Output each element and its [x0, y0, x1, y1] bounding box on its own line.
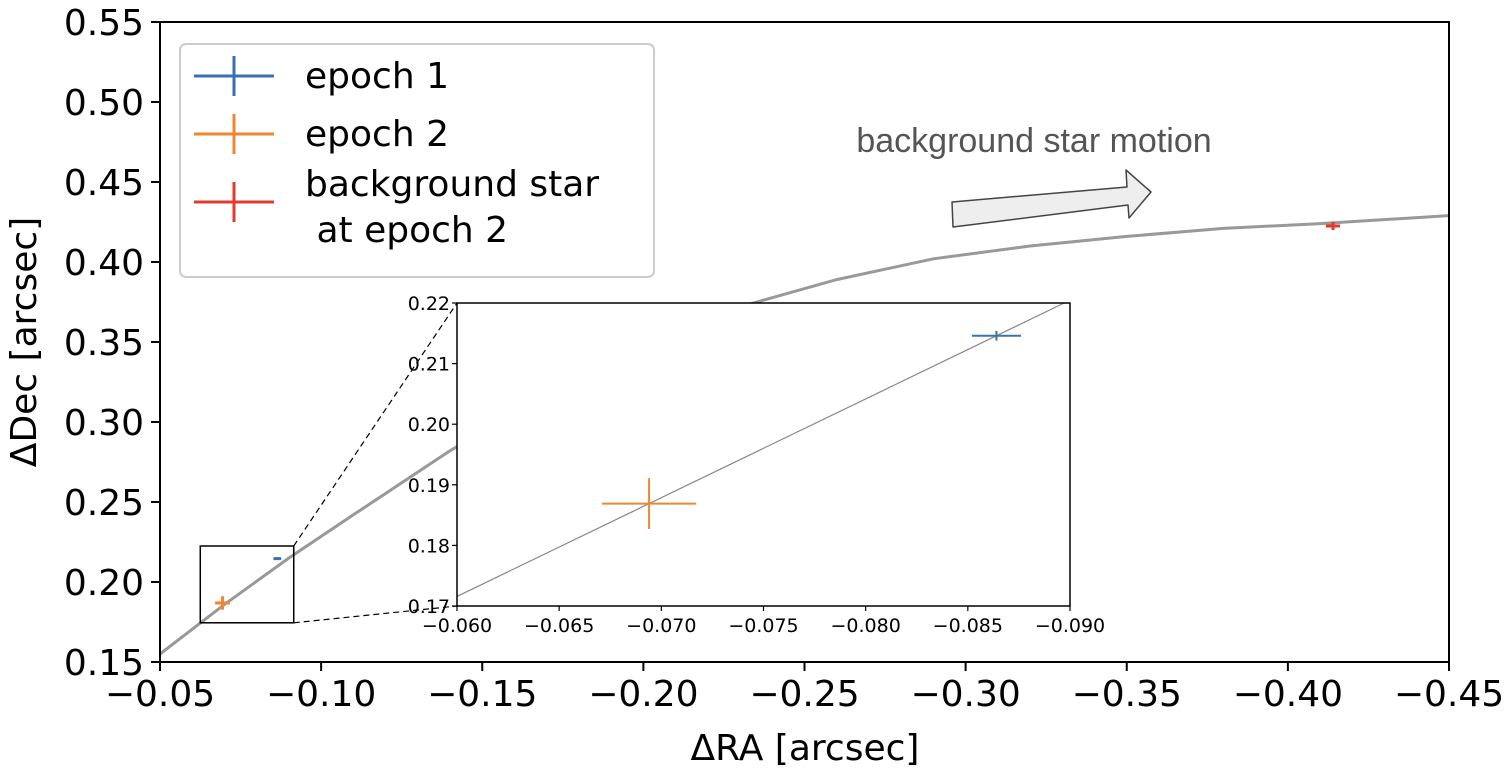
- inset-x-tick-label: −0.090: [1035, 615, 1105, 637]
- y-axis-ticks: 0.15 0.20 0.25 0.30 0.35 0.40 0.45 0.50 0.55: [64, 3, 160, 684]
- legend-item: epoch 2: [194, 114, 449, 155]
- inset-track-layer: [456, 302, 1065, 597]
- x-axis-ticks: −0.05 −0.10 −0.15 −0.20 −0.25 −0.30 −0.35 −0.40…: [105, 662, 1504, 715]
- y-tick-label: 0.25: [64, 483, 144, 524]
- data-point: [1325, 222, 1341, 230]
- x-tick-label: −0.20: [588, 674, 698, 715]
- inset-y-tick-label: 0.21: [408, 354, 450, 376]
- inset-data-point: [602, 478, 697, 530]
- annotation-text: background star motion: [856, 122, 1211, 160]
- legend-box: [179, 43, 655, 278]
- y-tick-label: 0.15: [64, 643, 144, 684]
- y-tick-label: 0.55: [64, 3, 144, 44]
- legend-item: background star at epoch 2: [194, 164, 599, 251]
- inset-x-tick-label: −0.075: [728, 615, 798, 637]
- x-tick-label: −0.45: [1394, 674, 1504, 715]
- inset-x-tick-label: −0.085: [933, 615, 1003, 637]
- motion-arrow: [951, 169, 1152, 228]
- x-tick-label: −0.10: [266, 674, 376, 715]
- y-axis-label: ΔDec [arcsec]: [4, 217, 45, 467]
- inset-points-layer: [602, 330, 1021, 530]
- inset-y-tick-label: 0.17: [408, 596, 450, 618]
- legend: epoch 1 epoch 2 background star at epoch 2: [179, 43, 655, 278]
- x-axis-label: ΔRA [arcsec]: [691, 728, 920, 769]
- inset-x-tick-label: −0.070: [626, 615, 696, 637]
- inset-x-tick-label: −0.080: [831, 615, 901, 637]
- inset-y-tick-label: 0.22: [408, 293, 450, 315]
- inset-data-point: [971, 330, 1021, 341]
- inset-y-tick-label: 0.18: [408, 535, 450, 557]
- x-tick-label: −0.40: [1233, 674, 1343, 715]
- zoom-connector-line: [293, 302, 458, 547]
- zoom-region-box: [199, 545, 295, 624]
- x-tick-label: −0.30: [910, 674, 1020, 715]
- y-tick-label: 0.40: [64, 243, 144, 284]
- y-tick-label: 0.30: [64, 403, 144, 444]
- y-tick-label: 0.45: [64, 163, 144, 204]
- x-tick-label: −0.35: [1072, 674, 1182, 715]
- legend-item: epoch 1: [194, 56, 449, 97]
- legend-label: epoch 1: [305, 56, 449, 97]
- inset-background: [457, 303, 1070, 606]
- inset-plot: −0.060 −0.065 −0.070 −0.075 −0.080 −0.085 −0.0…: [408, 293, 1105, 637]
- inset-x-axis-ticks: −0.060 −0.065 −0.070 −0.075 −0.080 −0.085 −0.0…: [422, 606, 1105, 637]
- main-points-layer: [215, 222, 1341, 610]
- y-tick-label: 0.35: [64, 323, 144, 364]
- x-tick-label: −0.15: [427, 674, 537, 715]
- legend-label: background star at epoch 2: [305, 164, 599, 251]
- data-point: [273, 557, 282, 561]
- x-tick-label: −0.05: [105, 674, 215, 715]
- y-tick-label: 0.50: [64, 83, 144, 124]
- inset-y-tick-label: 0.20: [408, 414, 450, 436]
- data-point: [215, 596, 230, 610]
- inset-track-line: [456, 302, 1065, 597]
- legend-label: epoch 2: [305, 114, 449, 155]
- inset-x-tick-label: −0.065: [524, 615, 594, 637]
- inset-y-tick-label: 0.19: [408, 475, 450, 497]
- x-tick-label: −0.25: [749, 674, 859, 715]
- legend-items: epoch 1 epoch 2 background star at epoch 2: [194, 56, 599, 251]
- zoom-connector-line: [293, 605, 458, 624]
- inset-y-axis-ticks: 0.17 0.18 0.19 0.20 0.21 0.22: [408, 293, 457, 618]
- inset-x-tick-label: −0.060: [422, 615, 492, 637]
- y-tick-label: 0.20: [64, 563, 144, 604]
